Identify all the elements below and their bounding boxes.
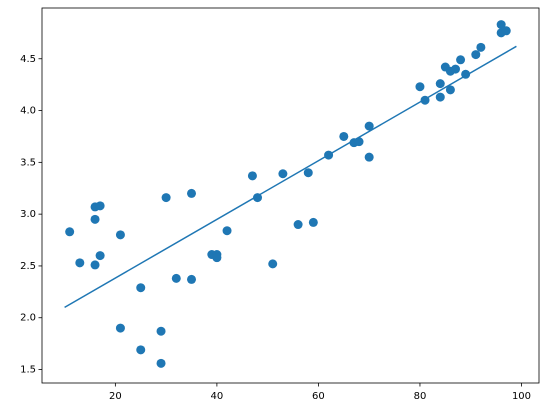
point xyxy=(435,92,445,102)
point xyxy=(364,152,374,162)
point xyxy=(187,274,197,284)
x-tick-label: 20 xyxy=(109,391,122,402)
point xyxy=(364,121,374,131)
point xyxy=(156,358,166,368)
y-tick-label: 4.0 xyxy=(20,106,36,117)
axes-frame xyxy=(41,7,540,384)
point xyxy=(115,323,125,333)
point xyxy=(95,251,105,261)
point xyxy=(415,82,425,92)
point xyxy=(156,326,166,336)
point xyxy=(456,55,466,65)
y-tick-label: 4.5 xyxy=(20,54,36,65)
point xyxy=(136,345,146,355)
point xyxy=(136,283,146,293)
point xyxy=(450,64,460,74)
fit-line xyxy=(64,45,517,309)
point xyxy=(496,20,506,30)
point xyxy=(278,169,288,179)
x-tick-label: 80 xyxy=(414,391,427,402)
point xyxy=(75,258,85,268)
point xyxy=(268,259,278,269)
point xyxy=(501,26,511,36)
point xyxy=(222,226,232,236)
y-tick-label: 3.0 xyxy=(20,209,36,220)
point xyxy=(308,217,318,227)
y-tick-label: 3.5 xyxy=(20,157,36,168)
x-tick-label: 60 xyxy=(312,391,325,402)
point xyxy=(90,260,100,270)
y-tick-label: 2.5 xyxy=(20,261,36,272)
point xyxy=(161,193,171,203)
point xyxy=(445,85,455,95)
point xyxy=(212,253,222,263)
point xyxy=(187,188,197,198)
point xyxy=(171,273,181,283)
point xyxy=(293,220,303,230)
x-tick-label: 100 xyxy=(512,391,531,402)
x-tick-label: 40 xyxy=(211,391,224,402)
point xyxy=(115,230,125,240)
point xyxy=(303,168,313,178)
point xyxy=(90,214,100,224)
point xyxy=(65,227,75,237)
y-tick-label: 1.5 xyxy=(20,365,36,376)
point xyxy=(476,42,486,52)
point xyxy=(247,171,257,181)
point xyxy=(95,201,105,211)
point xyxy=(339,131,349,141)
y-tick-label: 2.0 xyxy=(20,313,36,324)
point xyxy=(435,79,445,89)
point xyxy=(471,50,481,60)
